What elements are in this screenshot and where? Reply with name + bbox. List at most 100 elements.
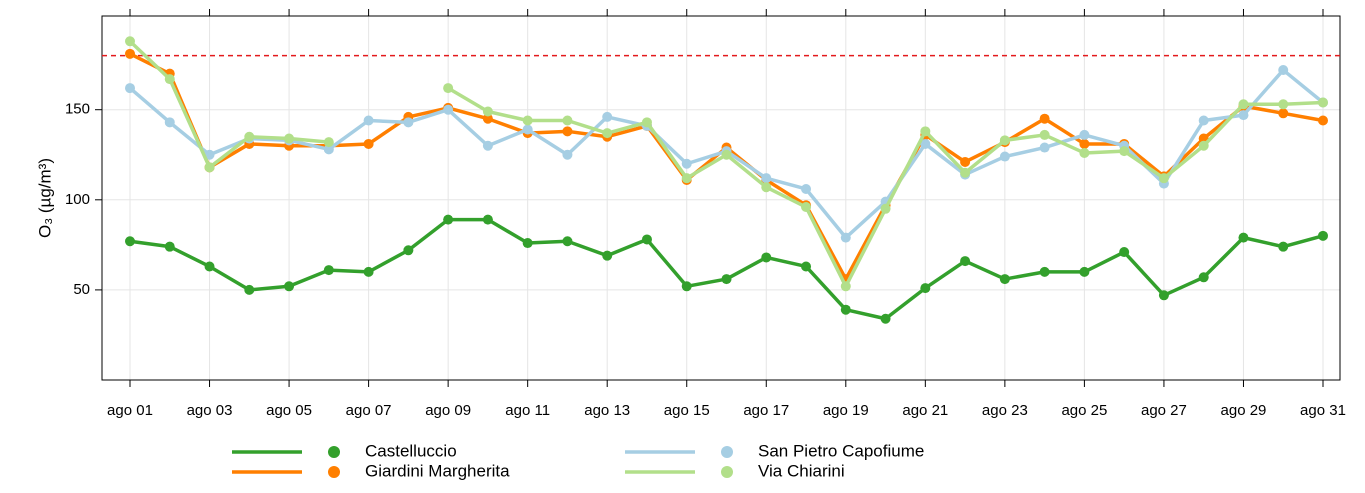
data-point (999, 151, 1010, 162)
data-point (482, 113, 493, 124)
x-tick-label: ago 15 (664, 402, 710, 419)
data-point (323, 144, 334, 155)
data-point (204, 162, 215, 173)
data-point (403, 245, 414, 256)
data-point (1238, 110, 1249, 121)
data-point (880, 313, 891, 324)
data-point (999, 135, 1010, 146)
data-point (323, 137, 334, 148)
data-point (125, 236, 135, 247)
x-tick-label: ago 21 (902, 402, 948, 419)
legend-dot (328, 446, 340, 458)
data-point (681, 281, 692, 292)
data-point (761, 182, 772, 193)
legend-label: San Pietro Capofiume (758, 441, 924, 460)
data-point (801, 183, 812, 194)
data-point (443, 83, 454, 94)
x-tick-label: ago 31 (1300, 402, 1346, 419)
data-point (1039, 266, 1050, 277)
data-point (1039, 142, 1050, 153)
data-point (920, 138, 931, 149)
data-point (681, 173, 692, 184)
data-point (641, 117, 652, 128)
data-point (641, 234, 652, 245)
data-point (880, 203, 891, 214)
legend-label: Castelluccio (365, 441, 457, 460)
data-point (999, 274, 1010, 285)
data-point (363, 266, 374, 277)
data-point (522, 238, 533, 249)
legend-label: Via Chiarini (758, 461, 845, 480)
data-point (164, 74, 175, 85)
data-point (721, 149, 732, 160)
x-tick-label: ago 11 (505, 402, 550, 419)
data-point (1158, 290, 1169, 301)
x-tick-label: ago 03 (187, 402, 233, 419)
x-tick-label: ago 19 (823, 402, 869, 419)
data-point (1318, 115, 1328, 126)
y-tick-label: 100 (65, 191, 90, 208)
data-point (164, 241, 175, 252)
data-point (1278, 65, 1289, 76)
data-point (522, 124, 533, 135)
data-point (482, 106, 493, 117)
data-point (602, 111, 613, 122)
data-point (125, 36, 135, 47)
y-axis-label: O₃ (µg/m³) (35, 158, 54, 238)
y-tick-label: 50 (73, 281, 90, 298)
data-point (1119, 247, 1130, 258)
x-tick-label: ago 09 (425, 402, 471, 419)
x-tick-label: ago 27 (1141, 402, 1187, 419)
data-point (761, 173, 772, 184)
plot-frame (101, 15, 1341, 381)
data-point (284, 281, 295, 292)
data-point (960, 156, 971, 167)
x-tick-label: ago 29 (1221, 402, 1267, 419)
data-point (801, 261, 812, 272)
data-point (840, 232, 851, 243)
data-point (1198, 272, 1209, 283)
data-point (244, 131, 255, 142)
data-point (204, 149, 215, 160)
data-point (602, 128, 613, 139)
data-point (244, 284, 255, 295)
data-point (482, 140, 493, 151)
data-point (403, 117, 414, 128)
legend-label: Giardini Margherita (365, 461, 510, 480)
data-point (363, 115, 374, 126)
legend-dot (721, 446, 733, 458)
data-point (562, 236, 573, 247)
x-tick-label: ago 25 (1061, 402, 1107, 419)
data-point (204, 261, 215, 272)
data-point (323, 265, 334, 276)
data-point (801, 202, 812, 213)
data-point (1079, 129, 1090, 140)
data-point (1238, 232, 1249, 243)
data-point (761, 252, 772, 263)
data-point (1278, 241, 1289, 252)
data-point (960, 167, 971, 178)
data-point (1079, 138, 1090, 149)
x-tick-label: ago 17 (743, 402, 789, 419)
data-point (721, 274, 732, 285)
data-point (284, 133, 295, 144)
data-point (562, 115, 573, 126)
data-point (125, 48, 135, 59)
data-point (1079, 266, 1090, 277)
data-point (840, 281, 851, 292)
data-point (363, 138, 374, 149)
x-tick-label: ago 05 (266, 402, 312, 419)
data-point (562, 126, 573, 137)
x-tick-label: ago 01 (107, 402, 153, 419)
data-point (920, 126, 931, 137)
x-tick-label: ago 23 (982, 402, 1028, 419)
data-point (1318, 97, 1328, 108)
data-point (1278, 99, 1289, 110)
x-tick-label: ago 13 (584, 402, 630, 419)
legend-dot (721, 466, 733, 478)
x-tick-label: ago 07 (346, 402, 392, 419)
data-point (482, 214, 493, 225)
data-point (920, 283, 931, 294)
